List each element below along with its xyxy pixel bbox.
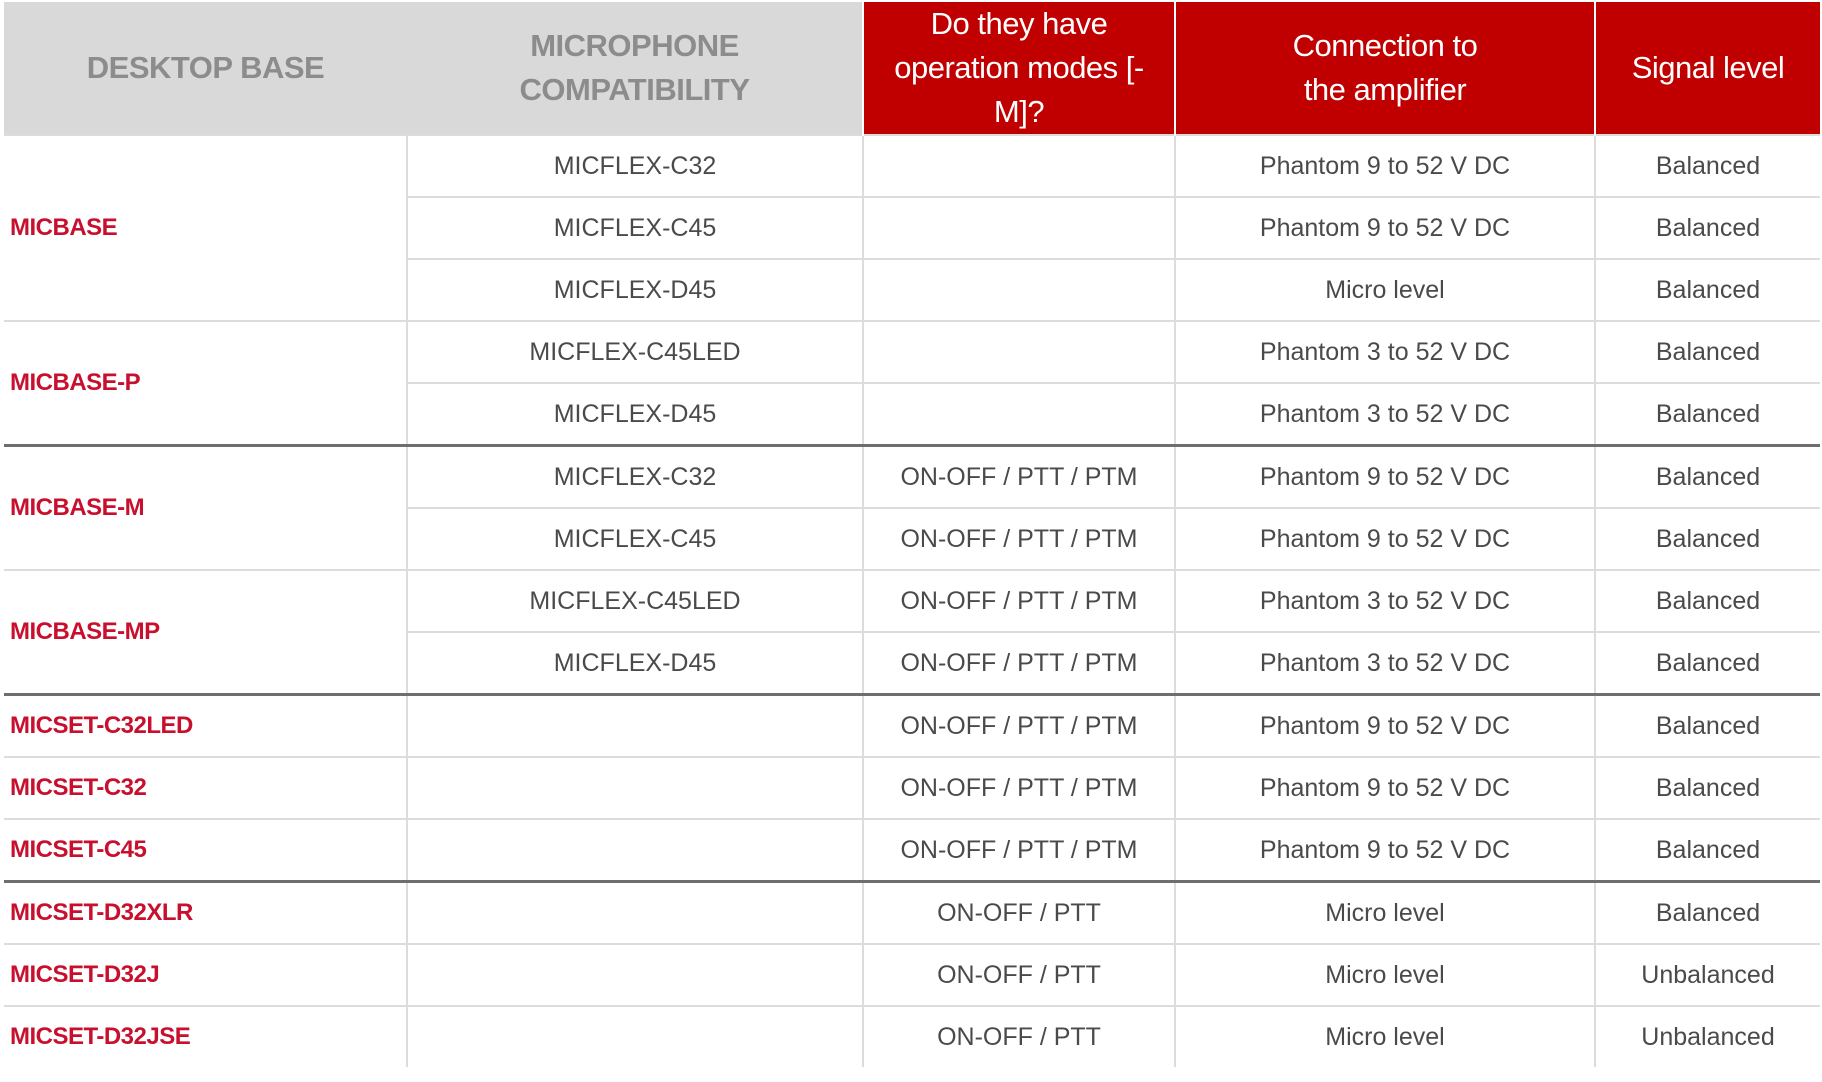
microphone-cell: MICFLEX-D45 xyxy=(406,258,863,321)
connection-cell: Phantom 9 to 52 V DC xyxy=(1174,818,1595,882)
operation-modes-cell: ON-OFF / PTT / PTM xyxy=(862,818,1175,882)
connection-cell: Phantom 3 to 52 V DC xyxy=(1174,569,1595,632)
connection-cell: Phantom 3 to 52 V DC xyxy=(1174,631,1595,695)
signal-level-cell: Unbalanced xyxy=(1594,1005,1820,1067)
operation-modes-cell: ON-OFF / PTT / PTM xyxy=(862,693,1175,757)
connection-cell: Phantom 3 to 52 V DC xyxy=(1174,320,1595,383)
table-row: MICBASE-P MICFLEX-C45LED Phantom 3 to 52 V… xyxy=(4,320,1820,446)
connection-cell: Phantom 3 to 52 V DC xyxy=(1174,382,1595,446)
table-row: MICSET-D32J ON-OFF / PTT Micro level Unbala… xyxy=(4,943,1820,1006)
signal-level-cell: Unbalanced xyxy=(1594,943,1820,1006)
microphone-cell: MICFLEX-C45 xyxy=(406,196,863,259)
table-row: MICSET-C32LED ON-OFF / PTT / PTM Phantom 9… xyxy=(4,693,1820,757)
desktop-base-cell: MICSET-D32JSE xyxy=(4,1005,407,1067)
operation-modes-cell: ON-OFF / PTT / PTM xyxy=(862,569,1175,632)
signal-level-cell: Balanced xyxy=(1594,818,1820,882)
operation-modes-cell: ON-OFF / PTT / PTM xyxy=(862,507,1175,570)
desktop-base-cell: MICBASE xyxy=(4,134,407,321)
microphone-cell: MICFLEX-D45 xyxy=(406,382,863,446)
header-desktop-base: DESKTOP BASE xyxy=(4,2,407,135)
desktop-base-cell: MICSET-C32LED xyxy=(4,693,407,757)
desktop-base-cell: MICSET-D32XLR xyxy=(4,880,407,944)
header-operation-modes: Do they have operation modes [-M]? xyxy=(862,2,1175,135)
signal-level-cell: Balanced xyxy=(1594,134,1820,197)
signal-level-cell: Balanced xyxy=(1594,756,1820,819)
table-row: MICFLEX-D45 Phantom 3 to 52 V DC Balanced xyxy=(4,382,1820,446)
desktop-base-cell: MICBASE-P xyxy=(4,320,407,446)
table-row: MICSET-C32 ON-OFF / PTT / PTM Phantom 9 to… xyxy=(4,756,1820,819)
operation-modes-cell: ON-OFF / PTT xyxy=(862,1005,1175,1067)
operation-modes-cell xyxy=(862,258,1175,321)
microphone-cell: MICFLEX-C32 xyxy=(406,134,863,197)
microphone-cell xyxy=(406,943,863,1006)
microphone-cell xyxy=(406,693,863,757)
desktop-base-cell: MICBASE-MP xyxy=(4,569,407,695)
connection-cell: Micro level xyxy=(1174,943,1595,1006)
signal-level-cell: Balanced xyxy=(1594,507,1820,570)
operation-modes-cell xyxy=(862,196,1175,259)
table-row: MICFLEX-D45 Micro level Balanced xyxy=(4,258,1820,321)
signal-level-cell: Balanced xyxy=(1594,258,1820,321)
microphone-cell: MICFLEX-D45 xyxy=(406,631,863,695)
connection-cell: Micro level xyxy=(1174,880,1595,944)
table-row: MICSET-D32XLR ON-OFF / PTT Micro level Bala… xyxy=(4,880,1820,944)
microphone-cell xyxy=(406,818,863,882)
connection-cell: Phantom 9 to 52 V DC xyxy=(1174,444,1595,508)
connection-cell: Phantom 9 to 52 V DC xyxy=(1174,507,1595,570)
microphone-cell xyxy=(406,1005,863,1067)
table-row: MICFLEX-D45 ON-OFF / PTT / PTM Phantom 3 t… xyxy=(4,631,1820,695)
table-row: MICFLEX-C45 ON-OFF / PTT / PTM Phantom 9 t… xyxy=(4,507,1820,570)
operation-modes-cell: ON-OFF / PTT / PTM xyxy=(862,756,1175,819)
table-row: MICBASE MICFLEX-C32 Phantom 9 to 52 V DC Ba… xyxy=(4,134,1820,321)
operation-modes-cell: ON-OFF / PTT / PTM xyxy=(862,631,1175,695)
table-row: MICSET-C45 ON-OFF / PTT / PTM Phantom 9 to… xyxy=(4,818,1820,882)
signal-level-cell: Balanced xyxy=(1594,693,1820,757)
desktop-base-cell: MICSET-D32J xyxy=(4,943,407,1006)
signal-level-cell: Balanced xyxy=(1594,631,1820,695)
microphone-cell: MICFLEX-C32 xyxy=(406,444,863,508)
desktop-base-cell: MICSET-C32 xyxy=(4,756,407,819)
table-row: MICBASE-M MICFLEX-C32 ON-OFF / PTT / PTM Ph… xyxy=(4,444,1820,570)
header-row: DESKTOP BASE MICROPHONE COMPATIBILITY Do… xyxy=(4,2,1820,135)
header-signal-level: Signal level xyxy=(1594,2,1820,135)
connection-cell: Micro level xyxy=(1174,1005,1595,1067)
connection-cell: Phantom 9 to 52 V DC xyxy=(1174,196,1595,259)
operation-modes-cell: ON-OFF / PTT / PTM xyxy=(862,444,1175,508)
desktop-base-cell: MICSET-C45 xyxy=(4,818,407,882)
header-connection: Connection to the amplifier xyxy=(1174,2,1595,135)
operation-modes-cell: ON-OFF / PTT xyxy=(862,943,1175,1006)
operation-modes-cell xyxy=(862,382,1175,446)
table-row: MICFLEX-C45 Phantom 9 to 52 V DC Balanced xyxy=(4,196,1820,259)
table-row: MICSET-D32JSE ON-OFF / PTT Micro level Unba… xyxy=(4,1005,1820,1067)
table-row: MICBASE-MP MICFLEX-C45LED ON-OFF / PTT / P… xyxy=(4,569,1820,695)
microphone-cell xyxy=(406,756,863,819)
connection-cell: Phantom 9 to 52 V DC xyxy=(1174,756,1595,819)
operation-modes-cell: ON-OFF / PTT xyxy=(862,880,1175,944)
signal-level-cell: Balanced xyxy=(1594,196,1820,259)
microphone-cell: MICFLEX-C45 xyxy=(406,507,863,570)
compatibility-table: DESKTOP BASE MICROPHONE COMPATIBILITY Do… xyxy=(4,2,1820,1067)
signal-level-cell: Balanced xyxy=(1594,880,1820,944)
connection-cell: Micro level xyxy=(1174,258,1595,321)
signal-level-cell: Balanced xyxy=(1594,382,1820,446)
operation-modes-cell xyxy=(862,134,1175,197)
signal-level-cell: Balanced xyxy=(1594,569,1820,632)
header-microphone-compatibility: MICROPHONE COMPATIBILITY xyxy=(407,2,863,135)
operation-modes-cell xyxy=(862,320,1175,383)
connection-cell: Phantom 9 to 52 V DC xyxy=(1174,693,1595,757)
microphone-cell: MICFLEX-C45LED xyxy=(406,569,863,632)
microphone-cell: MICFLEX-C45LED xyxy=(406,320,863,383)
desktop-base-cell: MICBASE-M xyxy=(4,444,407,570)
signal-level-cell: Balanced xyxy=(1594,320,1820,383)
signal-level-cell: Balanced xyxy=(1594,444,1820,508)
connection-cell: Phantom 9 to 52 V DC xyxy=(1174,134,1595,197)
microphone-cell xyxy=(406,880,863,944)
